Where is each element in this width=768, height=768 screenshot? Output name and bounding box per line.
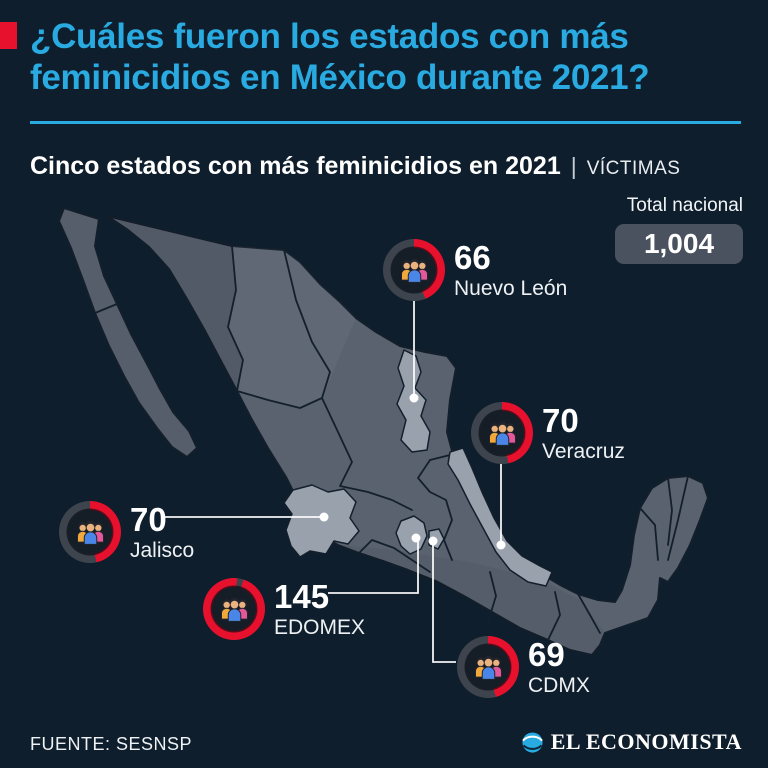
callout-text: 69 CDMX: [528, 638, 590, 696]
state-edomex: [395, 515, 428, 555]
stat-label: Veracruz: [542, 440, 625, 463]
women-group-icon: [400, 258, 428, 283]
subtitle-label: Cinco estados con más feminicidios en 20…: [30, 152, 561, 180]
total-value: 1,004: [643, 228, 715, 259]
donut-center: [212, 587, 256, 631]
woman-center: [495, 421, 509, 446]
stat-value: 70: [130, 501, 167, 538]
donut-jalisco: [59, 501, 121, 563]
callout-text: 145 EDOMEX: [274, 580, 365, 638]
callout-jalisco: 70 Jalisco: [59, 501, 194, 563]
stat-value: 70: [542, 402, 579, 439]
map-state-borders: [94, 245, 689, 641]
title-line1: ¿Cuáles fueron los estados con más: [30, 17, 629, 56]
stat-value: 145: [274, 578, 330, 615]
callout-edomex: 145 EDOMEX: [203, 578, 365, 640]
dot-edomex: [411, 533, 421, 543]
woman-center: [227, 597, 241, 622]
women-group-icon: [474, 655, 502, 680]
women-group-icon: [76, 520, 104, 545]
brand-accent-square: [0, 22, 17, 49]
subtitle: Cinco estados con más feminicidios en 20…: [30, 152, 680, 181]
connector-edomex: [328, 541, 419, 594]
callout-text: 70 Jalisco: [130, 503, 194, 561]
page-title: ¿Cuáles fueron los estados con más femin…: [30, 16, 650, 98]
stat-label: CDMX: [528, 674, 590, 697]
women-group-icon: [220, 597, 248, 622]
callout-connectors: [162, 301, 502, 663]
state-jalisco: [283, 484, 360, 558]
subtitle-tag: VÍCTIMAS: [586, 158, 681, 179]
woman-center: [83, 520, 97, 545]
dot-jalisco: [319, 512, 329, 522]
total-national: Total nacional 1,004: [615, 195, 743, 264]
stat-label: EDOMEX: [274, 616, 366, 639]
donut-center: [480, 411, 524, 455]
woman-center: [407, 258, 421, 283]
brand-name: EL ECONOMISTA: [550, 729, 742, 754]
source-credit: FUENTE: SESNSP: [30, 734, 193, 754]
title-line2: feminicidios en México durante 2021?: [30, 58, 650, 97]
total-value-box: 1,004: [615, 224, 743, 264]
callout-text: 66 Nuevo León: [454, 241, 567, 299]
women-group-icon: [488, 421, 516, 446]
stat-label: Jalisco: [130, 539, 195, 562]
donut-center: [68, 510, 112, 554]
stat-value: 66: [454, 239, 491, 276]
dot-veracruz: [496, 540, 506, 550]
donut-center: [466, 645, 510, 689]
donut-nuevo-leon: [383, 239, 445, 301]
donut-veracruz: [471, 402, 533, 464]
callout-veracruz: 70 Veracruz: [471, 402, 625, 464]
callout-nuevo-leon: 66 Nuevo León: [383, 239, 567, 301]
map-baja-california: [58, 207, 198, 458]
brand-logo: EL ECONOMISTA: [521, 729, 742, 755]
title-divider: [30, 121, 741, 124]
location-dots: [319, 393, 506, 550]
callout-cdmx: 69 CDMX: [457, 636, 590, 698]
callout-text: 70 Veracruz: [542, 404, 625, 462]
donut-cdmx: [457, 636, 519, 698]
connector-cdmx: [432, 544, 456, 663]
dot-nuevo-leon: [409, 393, 419, 403]
donut-center: [392, 248, 436, 292]
map-region-shading: [107, 216, 605, 655]
globe-icon: [521, 731, 543, 753]
dot-cdmx: [428, 536, 438, 546]
state-veracruz: [447, 447, 553, 587]
total-label: Total nacional: [626, 195, 743, 216]
donut-edomex: [203, 578, 265, 640]
stat-label: Nuevo León: [454, 277, 568, 300]
woman-center: [481, 655, 495, 680]
subtitle-separator: |: [570, 153, 577, 179]
stat-value: 69: [528, 636, 565, 673]
